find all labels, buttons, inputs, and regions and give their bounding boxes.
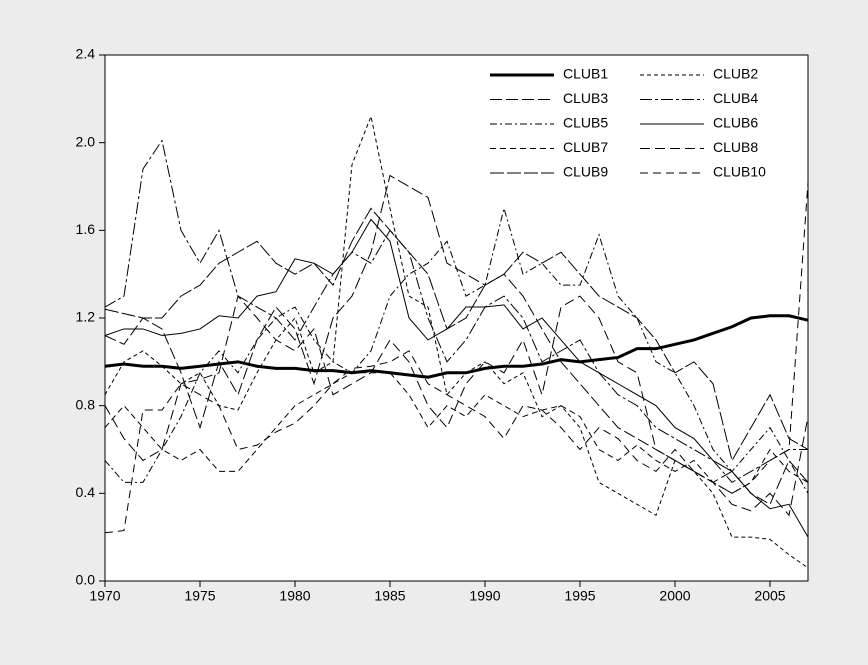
legend-label: CLUB6 — [713, 115, 758, 131]
x-tick-label: 1995 — [564, 588, 595, 604]
legend-label: CLUB7 — [563, 139, 608, 155]
x-tick-label: 1985 — [374, 588, 405, 604]
legend-label: CLUB2 — [713, 66, 758, 82]
x-tick-label: 1970 — [89, 588, 120, 604]
legend-label: CLUB10 — [713, 164, 766, 180]
x-tick-label: 2005 — [754, 588, 785, 604]
legend-label: CLUB3 — [563, 90, 608, 106]
y-tick-label: 1.2 — [76, 309, 96, 325]
series-line — [104, 206, 809, 494]
series-line — [104, 314, 809, 379]
y-tick-label: 2.0 — [76, 133, 96, 149]
legend-label: CLUB8 — [713, 139, 758, 155]
x-tick-label: 1980 — [279, 588, 310, 604]
y-tick-label: 2.4 — [76, 46, 96, 62]
x-tick-label: 2000 — [659, 588, 690, 604]
y-tick-label: 0.4 — [76, 484, 96, 500]
series-line — [104, 218, 809, 538]
legend-label: CLUB4 — [713, 90, 758, 106]
x-tick-label: 1990 — [469, 588, 500, 604]
legend-label: CLUB9 — [563, 164, 608, 180]
legend-label: CLUB5 — [563, 115, 608, 131]
series-line — [104, 139, 808, 484]
series-line — [104, 372, 809, 494]
y-tick-label: 0.8 — [76, 396, 96, 412]
series-line — [104, 295, 809, 517]
legend-label: CLUB1 — [563, 66, 608, 82]
series-line — [104, 207, 809, 462]
x-tick-label: 1975 — [184, 588, 215, 604]
y-tick-label: 0.0 — [76, 572, 96, 588]
series-line — [104, 114, 809, 569]
y-tick-label: 1.6 — [76, 221, 96, 237]
series-line — [104, 182, 809, 534]
